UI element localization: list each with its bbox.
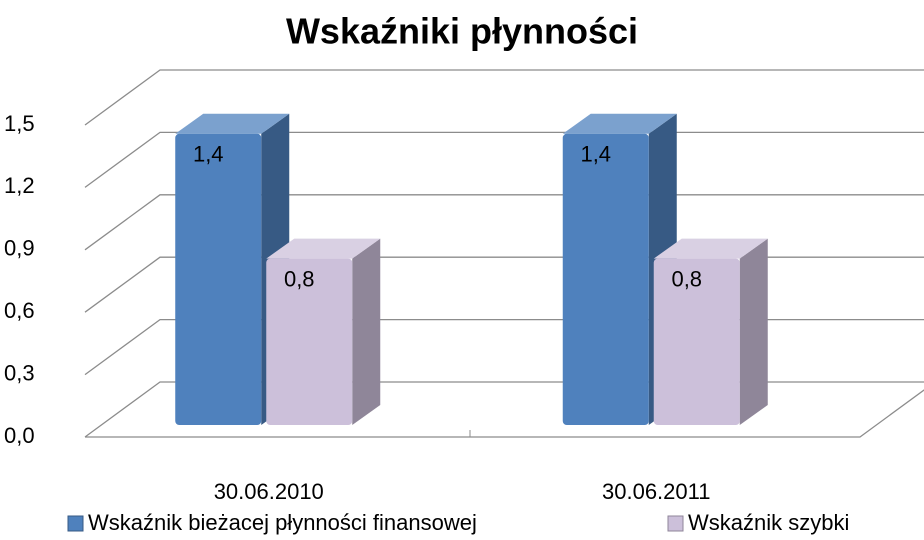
data-label: 1,4 [193, 142, 224, 167]
data-label: 0,8 [671, 266, 702, 291]
y-tick-label: 0,6 [4, 298, 35, 323]
x-tick-label: 30.06.2011 [602, 479, 710, 504]
x-tick-label: 30.06.2010 [214, 479, 324, 504]
data-label: 1,4 [580, 142, 611, 167]
bar-top [175, 113, 290, 134]
data-label: 0,8 [284, 266, 315, 291]
y-tick-label: 1,5 [4, 111, 35, 136]
grid-line [84, 69, 924, 126]
legend-label: Wskaźnik bieżacej płynności finansowej [88, 510, 477, 535]
legend-label: Wskaźnik szybki [688, 510, 849, 535]
bar [653, 238, 768, 425]
legend-swatch [67, 515, 84, 532]
bar [266, 238, 381, 425]
bar-front [562, 133, 649, 426]
y-tick-label: 0,0 [4, 423, 35, 448]
bar-top [562, 113, 677, 134]
bar-side [739, 238, 768, 425]
y-tick-label: 0,9 [4, 236, 35, 261]
chart-title: Wskaźniki płynności [286, 11, 638, 52]
y-tick-label: 0,3 [4, 360, 35, 385]
legend-swatch [667, 515, 684, 532]
bar-top [653, 238, 768, 259]
bar [175, 113, 290, 426]
bar-front [175, 133, 262, 426]
bar-front [653, 258, 740, 425]
bar-side [352, 238, 381, 425]
bar-front [266, 258, 353, 425]
bar-top [266, 238, 381, 259]
y-tick-label: 1,2 [4, 173, 35, 198]
